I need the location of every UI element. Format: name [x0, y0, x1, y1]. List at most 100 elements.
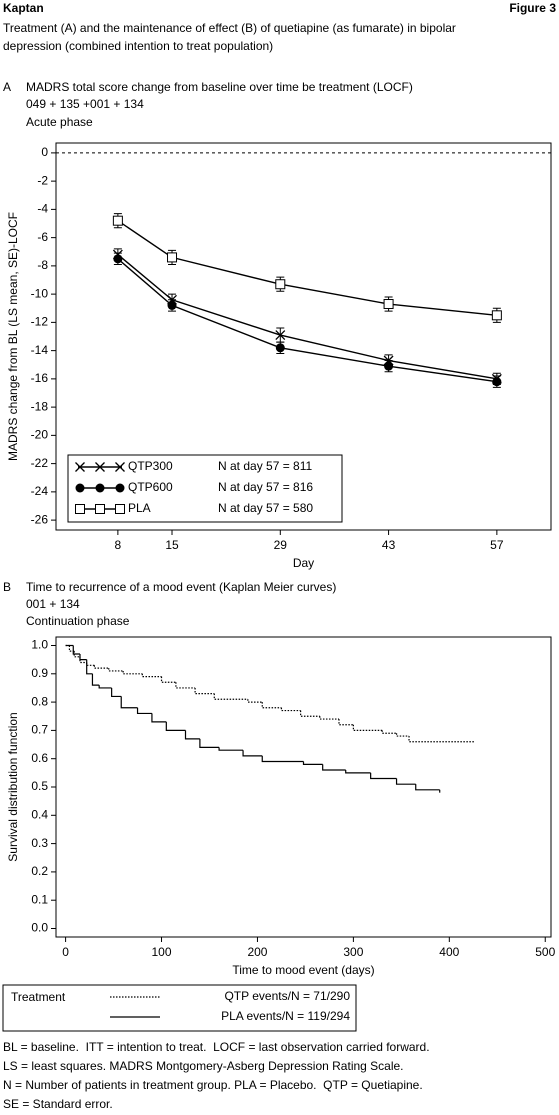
footnote: SE = Standard error. — [3, 1097, 113, 1111]
y-tick-label: 0.2 — [31, 864, 48, 878]
legend-marker — [115, 504, 125, 514]
y-tick-label: 0.4 — [31, 807, 48, 821]
y-tick-label: 0.0 — [31, 921, 48, 935]
panel-subtitle: 001 + 134 — [26, 597, 80, 611]
y-tick-label: -2 — [37, 173, 48, 187]
x-tick-label: 400 — [439, 945, 459, 959]
legend-label: QTP events/N = 71/290 — [224, 989, 350, 1003]
footnote: LS = least squares. MADRS Montgomery-Asb… — [3, 1059, 404, 1073]
y-axis-label: MADRS change from BL (LS mean, SE)-LOCF — [6, 212, 20, 461]
survival-step — [322, 764, 346, 771]
footnote: N = Number of patients in treatment grou… — [3, 1078, 423, 1092]
survival-step — [242, 750, 263, 757]
x-tick-label: 43 — [382, 538, 396, 552]
x-tick-label: 8 — [115, 538, 122, 552]
x-axis-label: Time to mood event (days) — [232, 963, 374, 977]
legend-marker — [75, 504, 85, 514]
y-tick-label: 0 — [41, 145, 48, 159]
survival-step — [338, 719, 354, 726]
marker — [167, 300, 177, 310]
survival-step — [175, 682, 196, 689]
legend-marker — [95, 462, 105, 472]
y-tick-label: -10 — [31, 286, 49, 300]
survival-step — [300, 710, 320, 717]
series-line — [117, 258, 497, 383]
author: Kaptan — [3, 1, 44, 15]
marker — [275, 330, 286, 341]
y-tick-label: -22 — [31, 456, 49, 470]
x-tick-label: 300 — [343, 945, 363, 959]
legend-box — [2, 984, 357, 1032]
x-tick-label: 500 — [535, 945, 555, 959]
legend-n-label: N at day 57 = 816 — [218, 480, 313, 494]
legend-marker — [95, 504, 105, 514]
survival-step — [93, 665, 109, 669]
y-tick-label: 0.8 — [31, 694, 48, 708]
legend-label: PLA events/N = 119/294 — [221, 1009, 350, 1023]
y-tick-label: 1.0 — [31, 638, 48, 652]
x-tick-label: 15 — [165, 538, 179, 552]
y-tick-label: 0.7 — [31, 723, 48, 737]
survival-step — [261, 702, 282, 709]
x-tick-label: 0 — [62, 945, 69, 959]
x-tick-label: 29 — [274, 538, 288, 552]
footnote: BL = baseline. ITT = intention to treat.… — [3, 1040, 430, 1054]
survival-step — [261, 755, 304, 763]
y-tick-label: -20 — [31, 428, 49, 442]
marker — [275, 279, 286, 290]
survival-step — [122, 670, 143, 675]
marker — [167, 252, 178, 263]
survival-step — [111, 687, 122, 698]
panel-label: A — [3, 80, 11, 94]
y-tick-label: 0.1 — [31, 892, 48, 906]
y-tick-label: -18 — [31, 399, 49, 413]
x-axis-label: Day — [293, 556, 314, 570]
caption: Treatment (A) and the maintenance of eff… — [3, 21, 456, 35]
y-tick-label: -16 — [31, 371, 49, 385]
figure-number: Figure 3 — [509, 1, 556, 15]
survival-step — [280, 707, 301, 712]
plot-frame — [55, 636, 552, 938]
y-tick-label: 0.3 — [31, 836, 48, 850]
survival-step — [194, 687, 215, 695]
series-line — [117, 254, 497, 380]
survival-step — [415, 784, 440, 791]
y-tick-label: 0.9 — [31, 666, 48, 680]
survival-step — [91, 673, 100, 686]
survival-step — [247, 699, 263, 703]
survival-step — [370, 772, 397, 780]
legend-label: QTP600 — [128, 480, 173, 494]
legend-label: QTP300 — [128, 459, 173, 473]
y-axis-label: Survival distribution function — [6, 712, 20, 861]
caption: depression (combined intention to treat … — [3, 39, 273, 53]
marker — [113, 254, 123, 264]
y-tick-label: -8 — [37, 258, 48, 272]
marker — [384, 361, 394, 371]
survival-step — [165, 721, 186, 731]
legend-label: PLA — [128, 501, 151, 515]
legend-n-label: N at day 57 = 580 — [218, 501, 313, 515]
survival-step — [136, 707, 152, 715]
marker — [275, 343, 285, 353]
survival-step — [160, 676, 176, 683]
y-tick-label: -4 — [37, 202, 48, 216]
survival-step — [151, 713, 167, 723]
y-tick-label: -6 — [37, 230, 48, 244]
survival-step — [218, 747, 244, 751]
panel-subtitle: Acute phase — [26, 115, 93, 129]
survival-step — [408, 736, 476, 743]
marker — [383, 299, 394, 310]
y-tick-label: -12 — [31, 315, 49, 329]
survival-step — [86, 659, 93, 675]
marker — [112, 215, 123, 226]
survival-step — [86, 662, 95, 666]
survival-step — [98, 685, 112, 689]
legend-n-label: N at day 57 = 811 — [218, 459, 313, 473]
legend-marker — [115, 462, 125, 472]
y-tick-label: -24 — [31, 484, 49, 498]
survival-step — [319, 716, 339, 720]
survival-step — [213, 693, 248, 700]
survival-step — [395, 733, 410, 737]
legend-marker — [75, 462, 85, 472]
